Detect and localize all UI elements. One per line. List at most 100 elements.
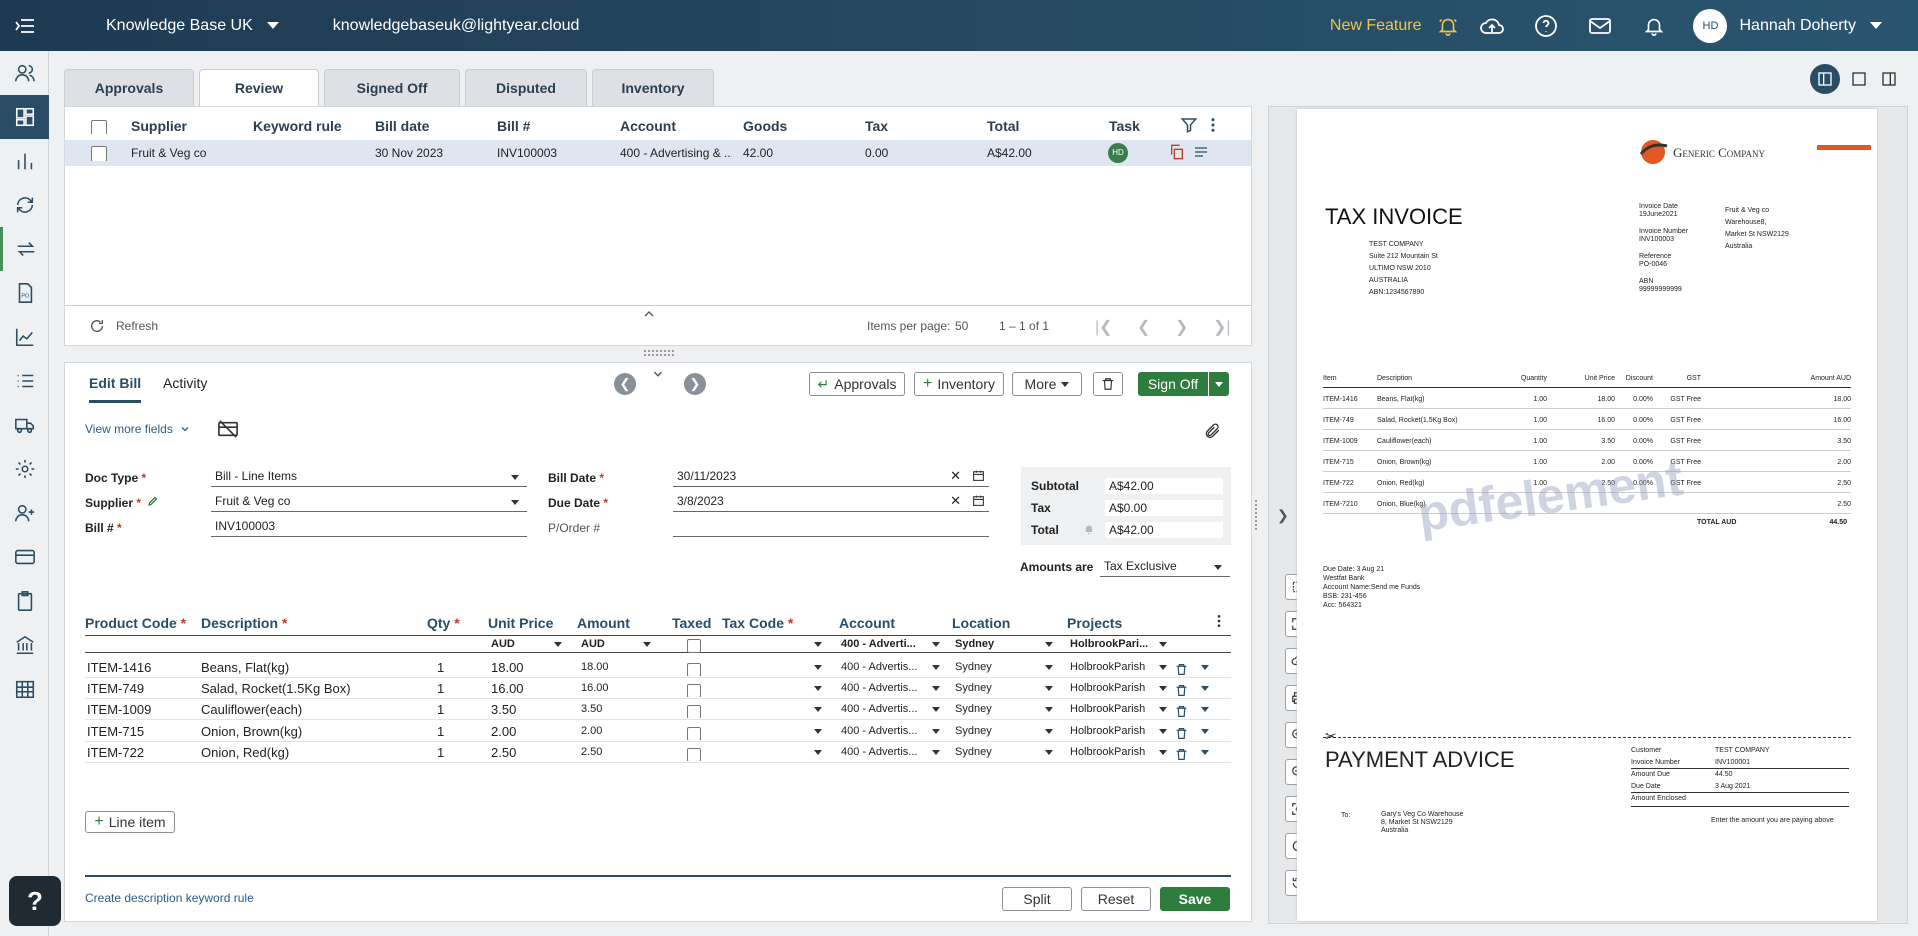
tax-code-default-caret-icon[interactable] [814, 642, 822, 647]
line-unit-price[interactable]: 2.50 [491, 744, 517, 760]
sidebar-item-organisations[interactable] [0, 667, 49, 711]
line-amount[interactable]: 2.50 [581, 745, 603, 758]
line-unit-price[interactable]: 16.00 [491, 681, 524, 697]
no-card-icon[interactable] [217, 419, 239, 442]
doc-type-select[interactable]: Bill - Line Items [211, 467, 527, 487]
help-icon[interactable] [1519, 0, 1573, 51]
last-page-icon[interactable]: ❯| [1213, 319, 1231, 336]
help-chat-button[interactable]: ? [9, 876, 61, 926]
line-project[interactable]: HolbrookParish [1070, 682, 1146, 695]
save-button[interactable]: Save [1160, 887, 1230, 911]
line-account[interactable]: 400 - Advertis... [841, 724, 918, 737]
refresh-icon[interactable] [89, 318, 105, 337]
prev-page-icon[interactable]: ❮ [1137, 319, 1151, 336]
default-projects[interactable]: HolbrookPari... [1070, 638, 1149, 650]
collapse-chevron-up-icon[interactable] [641, 306, 657, 325]
tax-code-caret-icon[interactable] [814, 728, 822, 734]
attachment-icon[interactable] [1203, 421, 1221, 444]
sidebar-item-transfers[interactable] [0, 227, 49, 271]
line-taxed-checkbox[interactable] [687, 684, 701, 698]
clear-date-icon[interactable]: ✕ [950, 468, 961, 483]
default-unit-currency[interactable]: AUD [491, 638, 515, 650]
col-task[interactable]: Task [1109, 118, 1140, 134]
new-feature-link[interactable]: New Feature [1329, 16, 1422, 34]
line-account[interactable]: 400 - Advertis... [841, 703, 918, 716]
row-expand-caret-icon[interactable] [1201, 749, 1209, 755]
line-project[interactable]: HolbrookParish [1070, 724, 1146, 737]
sidebar-item-add-user[interactable] [0, 491, 49, 535]
row-expand-caret-icon[interactable] [1201, 707, 1209, 713]
view-split-icon[interactable] [1810, 64, 1840, 94]
line-location[interactable]: Sydney [955, 682, 992, 695]
select-all-checkbox[interactable] [91, 120, 107, 134]
org-selector[interactable]: Knowledge Base UK [106, 17, 279, 35]
tab-edit-bill[interactable]: Edit Bill [89, 373, 142, 403]
notification-bell-icon[interactable] [1627, 0, 1681, 51]
user-name[interactable]: Hannah Doherty [1739, 16, 1856, 34]
line-location[interactable]: Sydney [955, 661, 992, 673]
amounts-are-select[interactable]: Tax Exclusive [1100, 557, 1230, 577]
table-row[interactable]: Fruit & Veg co 30 Nov 2023 INV100003 400… [65, 140, 1251, 166]
prev-bill-button[interactable]: ❮ [614, 373, 636, 395]
bill-date-input[interactable]: 30/11/2023 ✕ [673, 467, 989, 487]
tax-code-caret-icon[interactable] [814, 665, 822, 670]
bell-ring-icon[interactable] [1431, 0, 1465, 51]
line-product-code[interactable]: ITEM-1416 [87, 660, 152, 675]
col-account[interactable]: Account [620, 118, 676, 134]
row-expand-caret-icon[interactable] [1201, 665, 1209, 670]
trash-icon[interactable] [1175, 702, 1188, 718]
line-project[interactable]: HolbrookParish [1070, 703, 1146, 716]
line-location[interactable]: Sydney [955, 703, 992, 716]
line-unit-price[interactable]: 3.50 [491, 702, 517, 718]
supplier-select[interactable]: Fruit & Veg co [211, 492, 527, 512]
view-more-fields-toggle[interactable]: View more fields [85, 422, 191, 436]
line-location[interactable]: Sydney [955, 724, 992, 737]
more-vertical-icon[interactable] [1213, 613, 1225, 633]
default-amount-currency[interactable]: AUD [581, 638, 605, 650]
chevron-down-icon[interactable] [651, 367, 665, 384]
tab-approvals[interactable]: Approvals [64, 69, 194, 106]
line-qty[interactable]: 1 [437, 660, 445, 675]
items-per-page-select[interactable]: 50 [955, 319, 969, 333]
expand-chevron-icon[interactable]: ❯ [1277, 507, 1289, 523]
line-taxed-checkbox[interactable] [687, 726, 701, 740]
col-tax[interactable]: Tax [865, 118, 889, 134]
trash-icon[interactable] [1175, 660, 1188, 676]
filter-icon[interactable] [1180, 116, 1198, 142]
col-bill-no[interactable]: Bill # [497, 118, 531, 134]
line-description[interactable]: Salad, Rocket(1.5Kg Box) [201, 681, 351, 697]
line-product-code[interactable]: ITEM-749 [87, 681, 145, 697]
clear-date-icon[interactable]: ✕ [950, 493, 961, 508]
default-location[interactable]: Sydney [955, 638, 995, 650]
row-expand-caret-icon[interactable] [1201, 728, 1209, 734]
create-keyword-rule-link[interactable]: Create description keyword rule [85, 891, 254, 905]
tax-code-caret-icon[interactable] [814, 707, 822, 713]
sidebar-item-reports[interactable] [0, 139, 49, 183]
due-date-input[interactable]: 3/8/2023 ✕ [673, 492, 989, 512]
tab-disputed[interactable]: Disputed [465, 69, 587, 106]
refresh-button[interactable]: Refresh [116, 319, 159, 333]
line-qty[interactable]: 1 [437, 702, 445, 718]
line-product-code[interactable]: ITEM-1009 [87, 702, 152, 718]
line-qty[interactable]: 1 [437, 744, 445, 760]
trash-icon[interactable] [1175, 745, 1188, 761]
sidebar-item-sync[interactable] [0, 183, 49, 227]
col-supplier[interactable]: Supplier [131, 118, 188, 134]
row-expand-caret-icon[interactable] [1201, 686, 1209, 692]
porder-input[interactable] [673, 517, 989, 537]
edit-supplier-pencil-icon[interactable] [147, 495, 159, 510]
next-bill-button[interactable]: ❯ [684, 373, 706, 395]
delete-bill-button[interactable] [1093, 372, 1123, 396]
tax-code-caret-icon[interactable] [814, 686, 822, 692]
line-description[interactable]: Cauliflower(each) [201, 702, 303, 718]
tab-activity[interactable]: Activity [163, 375, 208, 391]
sidebar-item-purchase-orders[interactable]: PO [0, 271, 49, 315]
sidebar-item-contacts[interactable] [0, 51, 49, 95]
cloud-upload-icon[interactable] [1465, 0, 1519, 51]
default-taxed-checkbox[interactable] [687, 639, 701, 653]
line-amount[interactable]: 18.00 [581, 661, 609, 673]
line-project[interactable]: HolbrookParish [1070, 661, 1146, 673]
inventory-button[interactable]: + Inventory [914, 372, 1004, 396]
line-description[interactable]: Onion, Brown(kg) [201, 723, 303, 739]
sidebar-item-clipboard[interactable] [0, 579, 49, 623]
